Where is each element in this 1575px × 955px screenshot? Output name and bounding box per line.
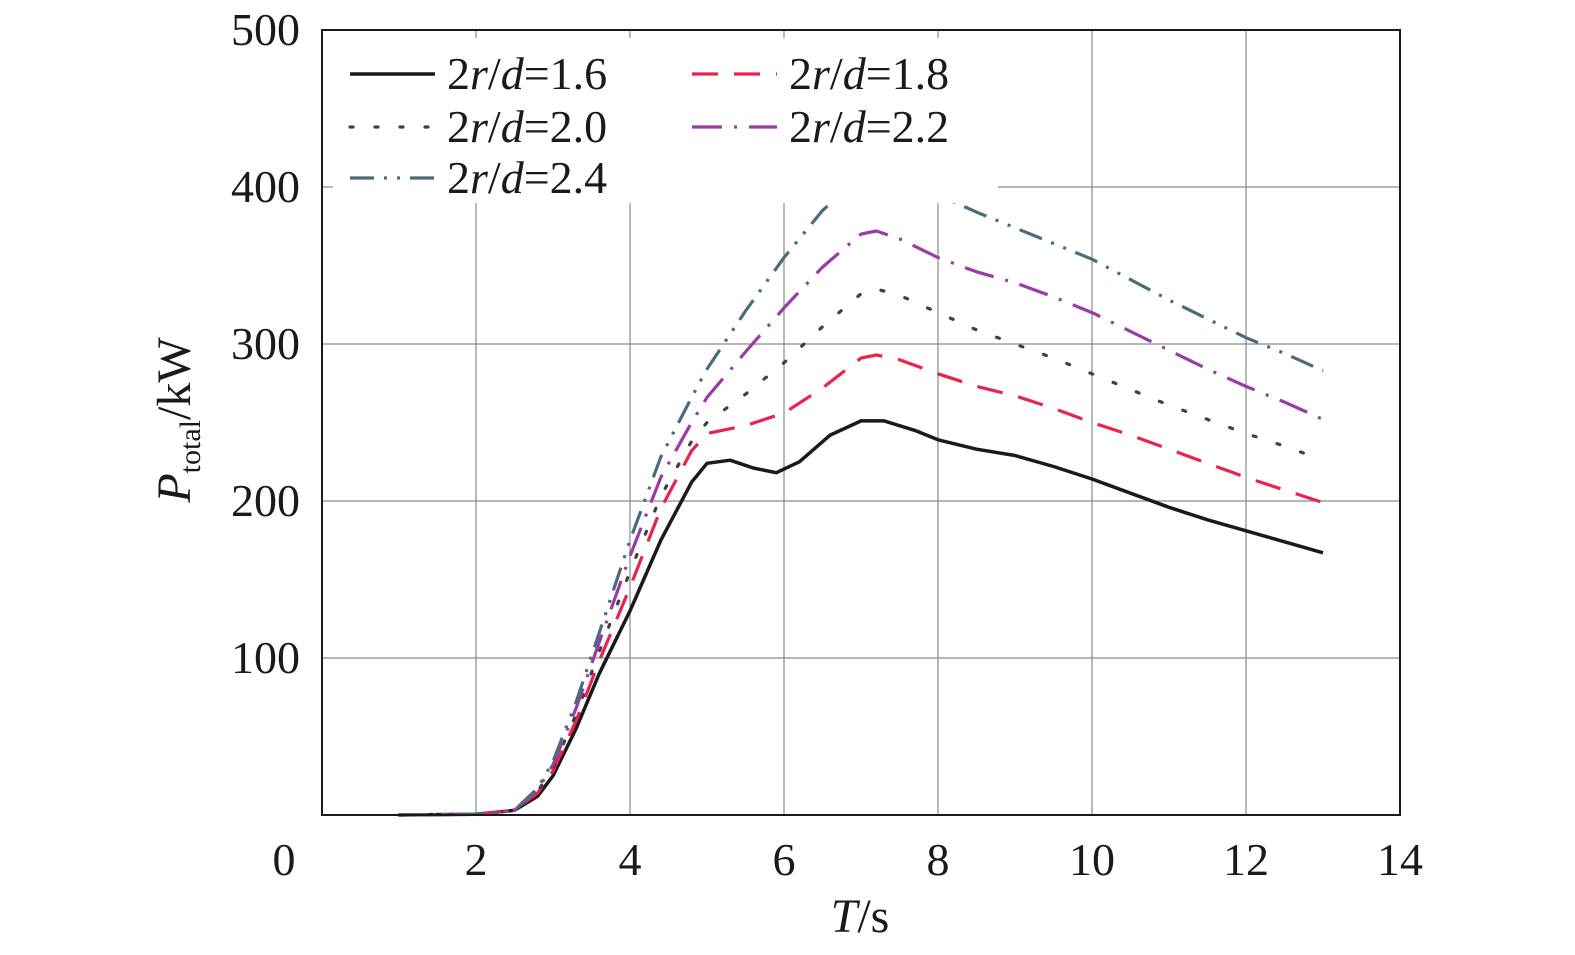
legend: 2r/d=1.6 2r/d=1.8 2r/d=2.0 2r/d=2.2 2r/d=2.4 xyxy=(333,38,998,203)
plot-frame xyxy=(321,29,1401,816)
y-axis-label: Ptotal/kW xyxy=(148,337,207,504)
x-tick-label: 6 xyxy=(773,834,796,885)
x-tick-label: 12 xyxy=(1223,834,1269,885)
x-axis-label: T/s xyxy=(831,890,890,943)
x-tick-label: 10 xyxy=(1069,834,1115,885)
series-line-2r-d-1-8 xyxy=(398,353,1324,817)
y-tick-label: 500 xyxy=(231,4,300,55)
legend-label: 2r/d=1.6 xyxy=(447,48,607,99)
x-tick-label: 4 xyxy=(619,834,642,885)
y-tick-label: 100 xyxy=(231,632,300,683)
x-tick-label: 2 xyxy=(465,834,488,885)
x-tick-label: 8 xyxy=(927,834,950,885)
series-line-2r-d-1-6 xyxy=(398,419,1324,817)
tick-labels: 0 2 4 6 8 10 12 14 100 200 300 400 500 xyxy=(231,4,1423,885)
y-tick-label: 200 xyxy=(231,475,300,526)
legend-label: 2r/d=1.8 xyxy=(789,48,949,99)
legend-background xyxy=(333,38,998,203)
x-tick-label: 0 xyxy=(273,834,296,885)
legend-label: 2r/d=2.4 xyxy=(447,152,607,203)
x-tick-label: 14 xyxy=(1377,834,1423,885)
series-line-2r-d-2-2 xyxy=(398,229,1324,817)
series-line-2r-d-2-0 xyxy=(397,287,1325,817)
y-tick-label: 400 xyxy=(231,161,300,212)
legend-label: 2r/d=2.2 xyxy=(789,101,949,152)
y-tick-label: 300 xyxy=(231,318,300,369)
series-line-2r-d-2-4 xyxy=(398,169,1324,817)
legend-label: 2r/d=2.0 xyxy=(447,101,607,152)
series-lines xyxy=(397,169,1325,817)
